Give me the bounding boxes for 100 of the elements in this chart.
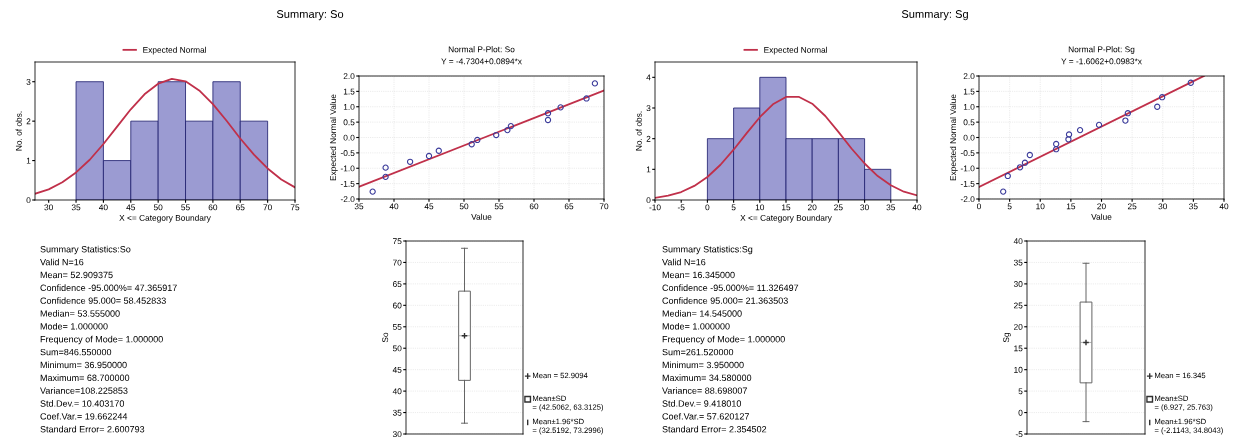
x-tick-label: 35 <box>1189 203 1198 210</box>
x-tick-label: -10 <box>649 204 661 211</box>
text: Mode= 1.000000 <box>40 322 108 330</box>
y-tick-label: 70 <box>392 259 402 266</box>
text: Confidence 95.000= 58.452833 <box>40 297 166 304</box>
y-tick-label: 5 <box>1018 388 1023 395</box>
text: Frequency of Mode= 1.000000 <box>40 335 163 345</box>
x-axis-title: Value <box>1091 213 1112 220</box>
y-axis-title: Expected Normal Value <box>949 94 958 181</box>
y-tick-label: 25 <box>1013 302 1023 309</box>
text: Valid N=16 <box>40 258 84 266</box>
x-tick-label: 55 <box>494 203 504 210</box>
x-tick-label: 35 <box>71 204 81 211</box>
chart-subtitle: Y = -1.6062+0.0983*x <box>1061 58 1142 65</box>
x-tick-label: 45 <box>424 203 434 210</box>
x-tick-label: 50 <box>459 203 469 210</box>
y-tick-label: 2.0 <box>343 73 355 80</box>
legend-label: Expected Normal <box>764 46 827 55</box>
y-tick-label: 2 <box>26 118 31 125</box>
y-tick-label: 55 <box>392 324 402 330</box>
y-tick-label: 30 <box>1013 281 1023 287</box>
text: Minimum= 3.950000 <box>662 361 744 369</box>
chart-title: Summary: So <box>276 10 344 21</box>
y-tick-label: 50 <box>392 345 402 352</box>
y-tick-label: -2.0 <box>960 196 975 203</box>
x-tick-label: 60 <box>529 203 539 210</box>
chart-title: Normal P-Plot: Sg <box>1068 46 1135 54</box>
y-tick-label: 0.5 <box>963 119 975 126</box>
y-tick-label: 20 <box>1013 323 1023 330</box>
text: Coef.Var.= 19.662244 <box>40 412 128 420</box>
text: Confidence 95.000= 21.363503 <box>662 297 788 304</box>
y-tick-label: 40 <box>1013 238 1023 245</box>
text: Minimum= 36.950000 <box>40 361 127 369</box>
text: Median= 14.545000 <box>662 310 742 317</box>
text: Standard Error= 2.354502 <box>662 425 767 433</box>
x-axis-title: Value <box>471 213 492 220</box>
x-tick-label: 15 <box>782 204 791 211</box>
text: Confidence -95.000%= 11.326497 <box>662 284 799 291</box>
text: Coef.Var.= 57.620127 <box>662 412 749 420</box>
x-tick-label: 60 <box>208 204 218 211</box>
x-tick-label: 65 <box>236 204 245 211</box>
y-tick-label: 2 <box>646 135 651 142</box>
x-tick-label: 65 <box>564 203 574 210</box>
y-tick-label: -1.5 <box>340 180 355 187</box>
y-tick-label: 1 <box>26 157 31 164</box>
y-tick-label: -1.0 <box>960 165 975 172</box>
y-tick-label: -5 <box>1015 431 1023 438</box>
text: Frequency of Mode= 1.000000 <box>662 335 785 345</box>
x-tick-label: 10 <box>755 204 765 211</box>
x-tick-label: 25 <box>1127 203 1137 210</box>
y-axis-title: Sg <box>1003 332 1011 343</box>
y-tick-label: 35 <box>1013 259 1023 266</box>
y-tick-label: -0.5 <box>340 150 355 156</box>
y-tick-label: 3 <box>646 105 651 112</box>
text: Mean= 16.345000 <box>662 271 735 279</box>
x-tick-label: 10 <box>1036 203 1045 210</box>
y-tick-label: 40 <box>392 388 402 395</box>
x-axis-title: X <= Category Boundary <box>740 214 832 223</box>
y-tick-label: 2.0 <box>963 73 975 80</box>
text: Summary Statistics:So <box>40 245 131 255</box>
x-tick-label: 70 <box>263 204 272 211</box>
legend-label: Expected Normal <box>143 46 206 55</box>
y-axis-title: No. of obs. <box>15 111 22 151</box>
text: Sum=261.520000 <box>662 348 734 356</box>
y-tick-label: 60 <box>392 302 402 309</box>
y-tick-label: 0 <box>26 197 31 204</box>
y-tick-label: -1.5 <box>960 180 975 187</box>
y-tick-label: 0.5 <box>343 119 355 126</box>
x-tick-label: 30 <box>44 204 53 211</box>
x-tick-label: 20 <box>1097 203 1106 210</box>
text: Valid N=16 <box>662 258 706 266</box>
x-tick-label: 40 <box>98 204 108 211</box>
x-tick-label: 15 <box>1066 203 1076 210</box>
y-tick-label: 0.0 <box>963 134 975 141</box>
x-tick-label: 5 <box>1007 203 1012 210</box>
y-axis-title: No. of obs. <box>635 111 642 151</box>
text: Maximum= 68.700000 <box>40 374 130 381</box>
y-tick-label: 15 <box>1014 345 1023 352</box>
text: Maximum= 34.580000 <box>662 374 752 381</box>
text: Variance=108.225853 <box>40 387 128 394</box>
x-tick-label: 20 <box>807 204 817 211</box>
x-tick-label: 40 <box>912 204 922 211</box>
text: Variance= 88.698007 <box>662 387 747 394</box>
y-tick-label: 0 <box>646 197 651 204</box>
x-tick-label: -5 <box>677 204 685 211</box>
y-tick-label: 4 <box>646 74 651 81</box>
text: Median= 53.555000 <box>40 310 120 317</box>
x-tick-label: 0 <box>977 203 981 210</box>
chart-title: Normal P-Plot: So <box>448 46 515 53</box>
x-tick-label: 35 <box>354 203 364 210</box>
chart-subtitle: Y = -4.7304+0.0894*x <box>441 58 522 65</box>
x-tick-label: 50 <box>153 204 163 211</box>
y-tick-label: 0 <box>1018 409 1023 416</box>
y-axis-title: So <box>382 332 389 343</box>
x-tick-label: 30 <box>860 204 869 211</box>
y-tick-label: 1.0 <box>343 103 355 110</box>
text: Std.Dev.= 10.403170 <box>40 400 125 407</box>
y-tick-label: -0.5 <box>960 150 975 156</box>
text: Mode= 1.000000 <box>662 322 730 330</box>
x-tick-label: 5 <box>731 204 736 211</box>
